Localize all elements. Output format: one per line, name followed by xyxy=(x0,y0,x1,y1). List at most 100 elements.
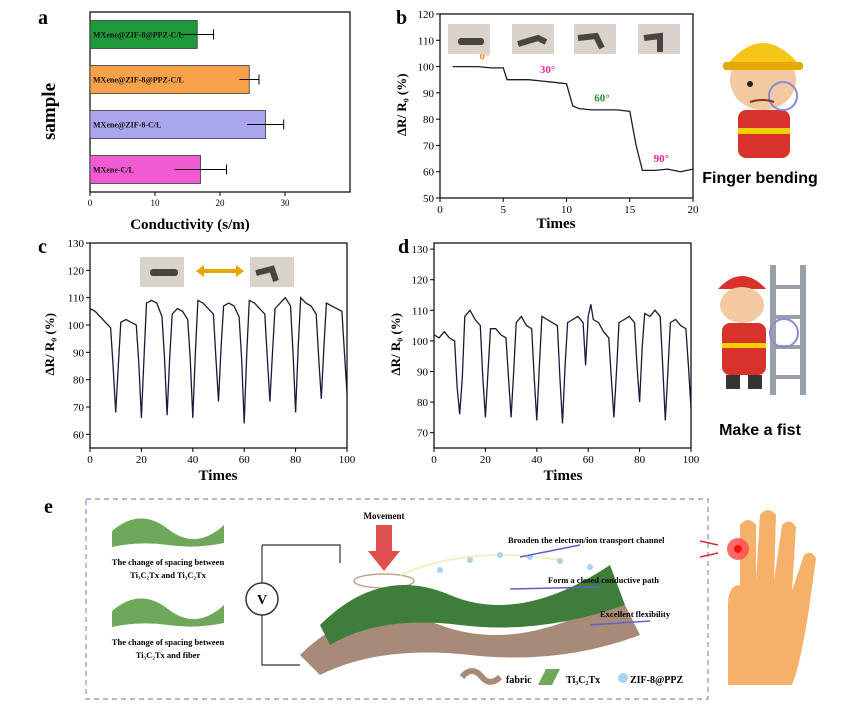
legend-ti3c2tx-label: Ti₃C₂Tx xyxy=(566,675,600,686)
bar-label: MXene@ZIF-8@PPZ-C/L xyxy=(93,31,184,40)
bar-label: MXene@ZIF-8@PPZ-C/L xyxy=(93,76,184,85)
angle-annotation: 0° xyxy=(479,51,489,63)
y-tick-label: 70 xyxy=(423,140,435,152)
legend-zif8-label: ZIF-8@PPZ xyxy=(630,675,684,686)
ti3c2tx-layer xyxy=(320,565,625,645)
spacing-label-1b: Ti₃C₂Tx and Ti₃C₂Tx xyxy=(130,570,207,580)
panel-e: e The change of spacing between Ti₃C₂Tx … xyxy=(0,485,843,704)
finger-shape xyxy=(517,34,548,47)
x-tick-label: 20 xyxy=(688,204,700,216)
x-tick-label: 80 xyxy=(290,454,302,466)
y-tick-label: 130 xyxy=(68,238,85,250)
y-tick-label: 110 xyxy=(412,305,429,317)
line-chart-d: d 0 20 40 60 80 100 70 80 90 100 110 120 130 Times Δ… xyxy=(388,236,806,484)
finger-shape xyxy=(458,38,484,45)
angle-annotation: 30° xyxy=(540,64,555,76)
x-axis-label: Times xyxy=(537,216,576,232)
y-tick-label: 50 xyxy=(423,193,435,205)
angle-annotation: 60° xyxy=(594,93,609,105)
y-tick-label: 110 xyxy=(68,293,85,305)
spacing-label-2a: The change of spacing between xyxy=(112,637,225,647)
callout-line xyxy=(589,620,651,626)
transport-channel xyxy=(399,554,561,576)
x-axis-label: Conductivity (s/m) xyxy=(130,217,250,233)
panel-letter-d: d xyxy=(398,236,409,258)
firefighter-ladder-illustration xyxy=(718,265,806,395)
y-tick-label: 70 xyxy=(73,402,85,414)
bar xyxy=(89,20,198,49)
y-tick-label: 60 xyxy=(423,167,435,179)
x-tick-label: 60 xyxy=(239,454,251,466)
y-tick-label: 120 xyxy=(418,9,435,21)
y-tick-label: 90 xyxy=(73,347,85,359)
finger-shape xyxy=(643,32,663,52)
mechanism-schematic: e The change of spacing between Ti₃C₂Tx … xyxy=(44,496,816,700)
x-tick-label: 100 xyxy=(339,454,356,466)
y-axis-label: ΔR/ R₀ (%) xyxy=(394,73,409,136)
spacing-label-1a: The change of spacing between xyxy=(112,557,225,567)
x-tick-label: 0 xyxy=(437,204,443,216)
x-tick-label: 30 xyxy=(281,198,291,208)
finger-shape xyxy=(150,269,178,276)
y-tick-label: 110 xyxy=(418,35,435,47)
y-tick-label: 100 xyxy=(418,62,435,74)
voltmeter-icon xyxy=(245,582,279,616)
fist-photo-strip xyxy=(140,257,294,287)
line-chart-c: c 0 20 40 60 80 100 60 70 80 90 100 110 120 130 Times… xyxy=(38,236,356,484)
y-tick-label: 60 xyxy=(73,429,85,441)
y-tick-label: 70 xyxy=(417,428,429,440)
callout-2: Form a closed conductive path xyxy=(548,575,659,585)
x-tick-label: 80 xyxy=(634,454,646,466)
panel-letter-e: e xyxy=(44,496,53,518)
x-tick-label: 10 xyxy=(561,204,573,216)
legend-zif8-icon xyxy=(618,673,628,683)
series-line xyxy=(433,304,692,424)
legend-ti3c2tx-icon xyxy=(538,669,560,685)
x-tick-label: 100 xyxy=(683,454,700,466)
x-tick-label: 0 xyxy=(87,454,93,466)
panel-c: c 0 20 40 60 80 100 60 70 80 90 100 110 120 130 Times… xyxy=(0,235,380,485)
y-tick-label: 80 xyxy=(423,114,435,126)
panel-letter-b: b xyxy=(396,7,407,29)
bar-label: MXene@ZIF-8-C/L xyxy=(93,121,161,130)
movement-label: Movement xyxy=(364,511,405,521)
spacing-sample-top xyxy=(112,518,224,547)
callout-3: Excellent flexibility xyxy=(600,609,671,619)
legend-fabric-icon xyxy=(459,668,503,685)
series-line xyxy=(452,65,694,173)
fabric-layer xyxy=(300,595,640,675)
x-axis-label: Times xyxy=(544,468,583,484)
bar-label: MXene-C/L xyxy=(93,166,134,175)
x-tick-label: 5 xyxy=(501,204,507,216)
legend-fabric-label: fabric xyxy=(506,675,532,686)
y-tick-label: 100 xyxy=(68,320,85,332)
x-tick-label: 20 xyxy=(136,454,148,466)
callout-line xyxy=(509,586,601,590)
x-tick-label: 15 xyxy=(624,204,636,216)
panel-a: a sample Conductivity (s/m) MXene@ZIF-8@… xyxy=(0,0,360,235)
callout-line xyxy=(519,544,581,558)
x-tick-label: 40 xyxy=(187,454,199,466)
y-tick-label: 130 xyxy=(412,244,429,256)
x-axis-label: Times xyxy=(199,468,238,484)
firefighter-illustration xyxy=(723,43,803,158)
y-tick-label: 100 xyxy=(412,336,429,348)
y-axis-label: ΔR/ R₀ (%) xyxy=(42,313,57,376)
bar-chart-a: a sample Conductivity (s/m) MXene@ZIF-8@… xyxy=(38,7,351,233)
finger-shape xyxy=(255,265,279,282)
x-tick-label: 60 xyxy=(583,454,595,466)
y-axis-label: ΔR/ R₀ (%) xyxy=(388,313,403,376)
hand-illustration xyxy=(699,510,816,685)
x-tick-label: 40 xyxy=(531,454,543,466)
x-tick-label: 0 xyxy=(88,198,93,208)
finger-photo-strip xyxy=(448,24,680,54)
plot-frame xyxy=(89,242,348,449)
series-line xyxy=(89,296,348,424)
line-chart-b: b 0 5 10 15 20 50 60 70 80 90 100 110 120 0° 30° 60° 90°… xyxy=(394,7,818,232)
y-tick-label: 90 xyxy=(423,88,435,100)
angle-annotation: 90° xyxy=(654,153,669,165)
y-axis-label: sample xyxy=(39,83,60,140)
dashed-frame xyxy=(85,498,709,700)
panel-d: d 0 20 40 60 80 100 70 80 90 100 110 120 130 Times Δ… xyxy=(380,235,843,485)
spacing-sample-bottom xyxy=(112,598,224,627)
